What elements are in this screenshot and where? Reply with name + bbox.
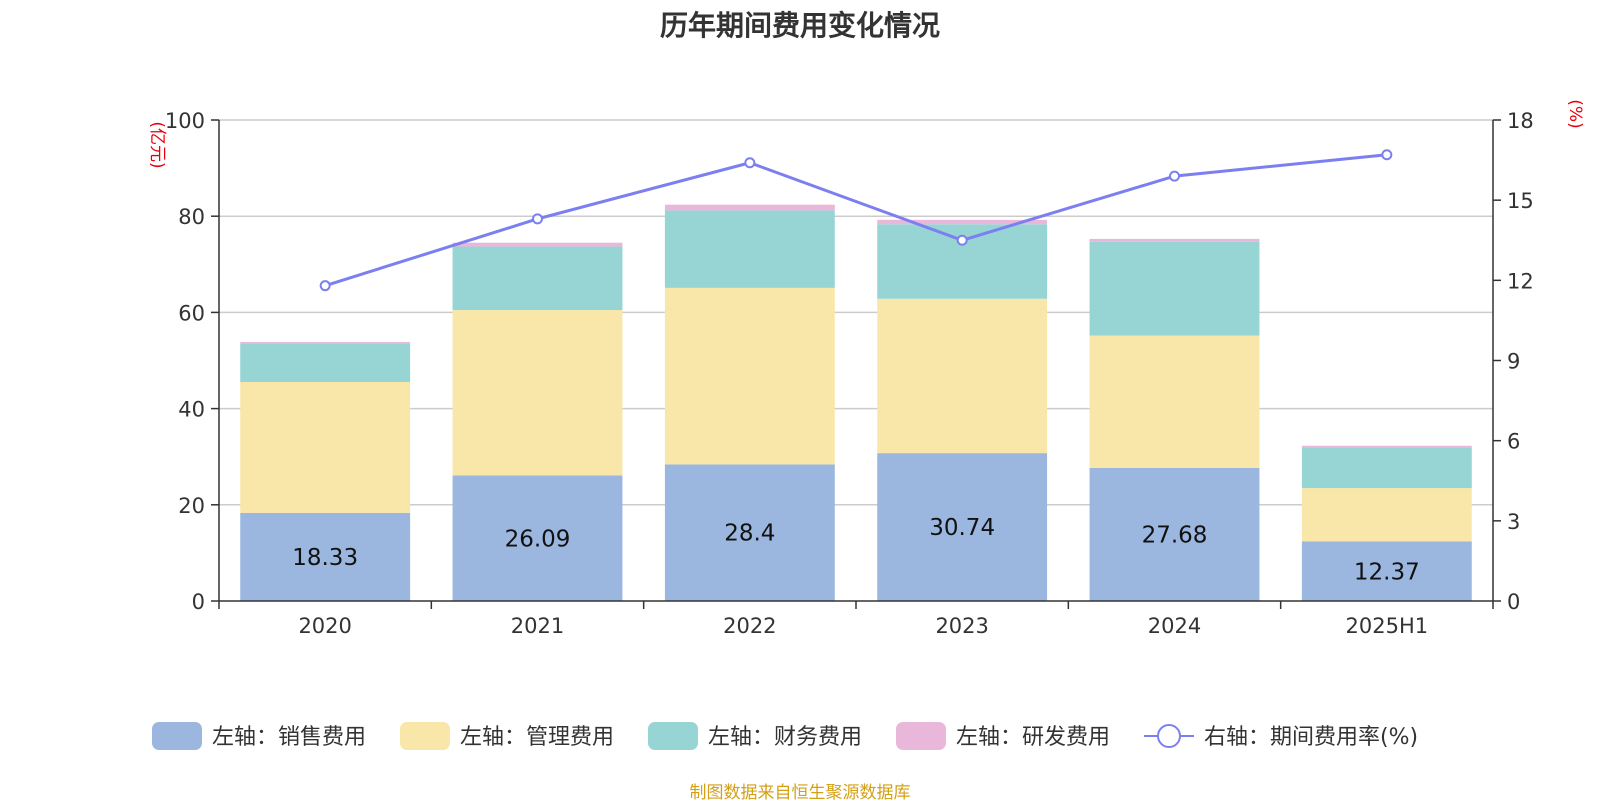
bar-segment [877,219,1048,225]
rate-point [532,213,543,225]
left-tick-label: 80 [178,205,205,229]
bar-value-label: 26.09 [505,526,571,552]
rate-line [324,153,1387,288]
bar-value-label: 30.74 [929,515,995,541]
bar-segment [1089,467,1260,601]
bar-value-label: 12.37 [1354,559,1420,585]
right-tick-label: 18 [1507,109,1534,133]
rate-point [956,234,968,246]
bar-segment [1301,447,1472,489]
bar-value-label: 28.4 [724,521,775,547]
legend-swatch [152,722,202,750]
bar-segment [452,475,623,601]
bar-segment [664,464,835,601]
bar-segment [664,204,835,211]
bar-segment [452,242,623,247]
bar-segment [664,210,835,288]
x-tick-label: 2020 [298,614,351,638]
bar-series: 18.33 26.09 28.4 30.74 27.68 12.37 [240,204,1472,601]
legend-swatch [896,722,946,750]
bar-segment [1089,238,1260,242]
right-tick-label: 6 [1507,430,1520,454]
source-note: 制图数据来自恒生聚源数据库 [689,783,911,803]
axes: 0 20 40 60 80 100 0 3 6 9 12 15 18 2020 2021 2022 2023 20… [165,109,1534,638]
x-tick-label: 2021 [511,614,564,638]
line-series [319,149,1393,292]
legend-label: 右轴：期间费用率(%) [1204,725,1418,750]
legend-label: 左轴：管理费用 [460,725,614,750]
legend-label: 左轴：研发费用 [956,725,1110,750]
bar-segment [877,453,1048,601]
bar-segment [452,246,623,311]
bar-segment [877,298,1048,454]
rate-point [1169,170,1180,182]
x-tick-label: 2023 [935,614,988,638]
left-axis-unit: (亿元) [147,121,167,168]
bar-segment [1089,241,1260,336]
right-tick-label: 3 [1507,510,1520,534]
left-tick-label: 60 [178,301,205,325]
legend-label: 左轴：财务费用 [708,725,862,750]
left-tick-label: 100 [165,109,205,133]
legend: 左轴：销售费用 左轴：管理费用 左轴：财务费用 左轴：研发费用 右轴：期间费用率(%) [152,722,1418,750]
right-tick-label: 12 [1507,269,1534,293]
bar-segment [1301,488,1472,542]
legend-swatch [400,722,450,750]
left-tick-label: 20 [178,494,205,518]
chart-title: 历年期间费用变化情况 [659,9,940,42]
bar-segment [452,310,623,476]
bar-segment [664,287,835,465]
rate-point [1381,149,1393,161]
x-tick-label: 2025H1 [1346,614,1429,638]
bar-value-label: 27.68 [1142,522,1208,548]
x-tick-label: 2022 [723,614,776,638]
bar-segment [240,382,411,513]
legend-marker [1157,724,1181,748]
right-tick-label: 0 [1507,590,1520,614]
right-tick-label: 9 [1507,350,1520,374]
right-axis-unit: (%) [1565,99,1585,128]
bar-segment [1301,445,1472,448]
bar-segment [240,512,411,601]
rate-point [744,157,756,169]
left-tick-label: 40 [178,398,205,422]
left-tick-label: 0 [192,590,205,614]
bar-segment [240,342,411,345]
legend-swatch [648,722,698,750]
grid-lines [219,119,1493,506]
bar-segment [1301,541,1472,601]
legend-label: 左轴：销售费用 [212,725,366,750]
rate-point [319,280,331,292]
bar-segment [240,344,411,383]
bar-segment [1089,335,1260,468]
right-tick-label: 15 [1507,189,1534,213]
x-tick-label: 2024 [1148,614,1201,638]
bar-value-label: 18.33 [292,545,358,571]
